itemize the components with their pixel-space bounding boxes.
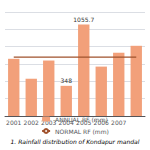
svg-text:1. Rainfall distribution of Ko: 1. Rainfall distribution of Kondapur man… [11,138,140,146]
svg-text:2001: 2001 [6,119,21,126]
svg-text:2002: 2002 [24,119,39,126]
svg-text:1055.7: 1055.7 [73,16,94,23]
svg-text:ANNUAL RF (mm): ANNUAL RF (mm) [55,116,108,123]
svg-text:2007: 2007 [111,119,126,126]
svg-text:NORMAL RF (mm): NORMAL RF (mm) [55,128,109,135]
svg-text:348: 348 [61,77,73,84]
